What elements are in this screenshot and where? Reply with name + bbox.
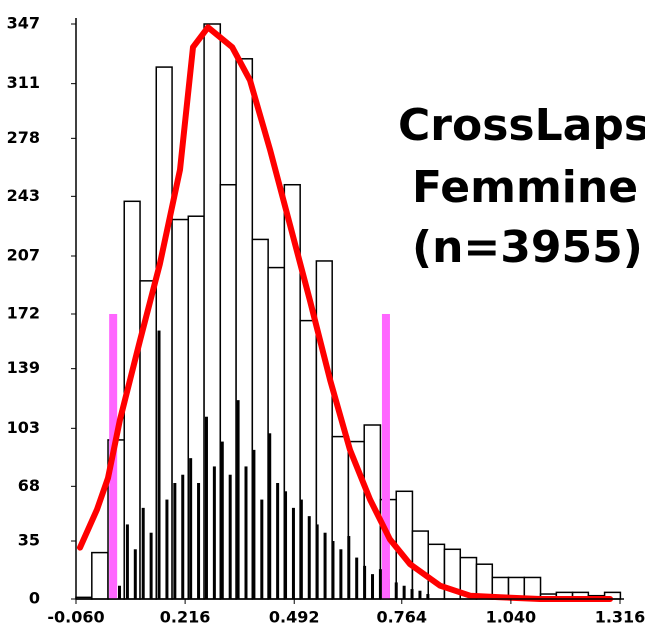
fine-bar [363,565,367,599]
fine-bar [394,582,398,599]
fine-bar [371,574,375,599]
fine-bar [268,433,272,599]
fine-bar [212,466,216,599]
y-tick-label: 207 [7,245,40,264]
y-tick-label: 172 [7,303,40,322]
x-tick-label: 1.040 [486,608,537,627]
x-tick-label: 0.216 [160,608,211,627]
fine-bar [228,474,232,599]
y-tick-label: 35 [18,531,40,550]
fine-bar [426,594,430,599]
limit-bar [381,313,390,599]
y-tick-label: 278 [7,128,40,147]
fit-curve [77,24,614,602]
fine-bar [299,499,303,599]
y-tick-label: 347 [7,14,40,33]
title-line: (n=3955) [412,222,643,273]
fine-bar [418,590,422,599]
fine-bar [244,466,248,599]
title: CrossLaps Femmine (n=3955) [398,100,645,273]
fine-bar [323,532,327,599]
fine-bar [307,516,311,599]
bar [427,543,446,600]
bar [91,551,109,600]
fine-bar [252,449,256,599]
fine-bar [402,585,406,599]
fine-bar [315,524,319,599]
fine-bar [165,499,169,599]
x-tick-label: 0.492 [269,608,320,627]
fine-bar [117,585,121,599]
y-tick-label: 68 [18,476,40,495]
fine-bar [339,549,343,599]
fine-bar [276,483,280,599]
fine-bar [189,458,193,599]
fine-bar [284,491,288,599]
fine-bar [331,541,335,599]
fine-bar [133,549,137,599]
fine-bar [347,536,351,599]
fine-bar [220,441,224,599]
y-tick-label: 0 [29,589,40,608]
fine-bar [157,330,161,599]
x-tick-label: 0.764 [376,608,427,627]
title-line: CrossLaps [398,100,645,151]
fine-bar [141,507,145,599]
bar [395,490,414,600]
y-tick-label: 243 [7,186,40,205]
x-tick-label: 1.316 [595,608,645,627]
y-tick-label: 311 [7,73,40,92]
fine-bar [291,507,295,599]
fine-bar [355,557,359,599]
fine-bar [173,483,177,599]
fine-bar [260,499,264,599]
x-tick-label: -0.060 [47,608,104,627]
fine-bar [204,416,208,599]
y-tick-label: 139 [7,358,40,377]
fine-bar [378,569,382,599]
fine-bar [236,400,240,599]
fine-bar [197,483,201,599]
fine-bar [125,524,129,599]
y-tick-label: 103 [7,418,40,437]
fine-bar [181,474,185,599]
fine-bar [149,532,153,599]
plot: 0 35 68 103 139 172 207 243 278 311 347 -0.060 0.216… [7,14,645,627]
fine-bar [410,589,414,599]
title-line: Femmine [412,162,638,213]
